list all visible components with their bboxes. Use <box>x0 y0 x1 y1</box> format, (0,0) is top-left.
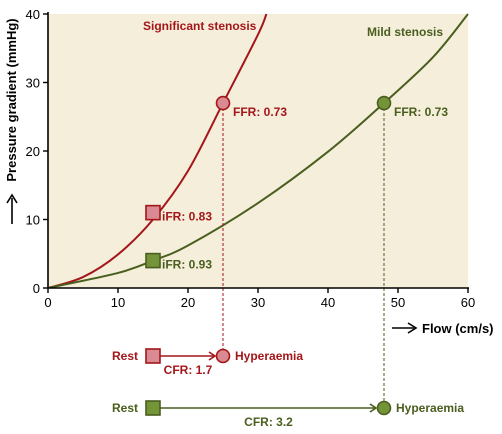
y-tick-label: 30 <box>26 76 40 91</box>
cfr-rest-label-significant: Rest <box>112 349 138 363</box>
cfr-hyper-marker-significant <box>215 348 231 364</box>
cfr-rest-label-mild: Rest <box>112 401 138 415</box>
cfr-rest-marker-mild <box>145 400 161 416</box>
cfr-arrowhead-mild <box>369 403 378 413</box>
y-tick-label: 10 <box>26 213 40 228</box>
series-label-significant: Significant stenosis <box>143 19 257 33</box>
x-tick-label: 10 <box>111 295 125 310</box>
x-tick-label: 30 <box>251 295 265 310</box>
cfr-hyper-label-significant: Hyperaemia <box>235 349 303 363</box>
point-mild-rest <box>145 252 161 269</box>
point-mild-hyperaemia <box>376 95 392 111</box>
point-significant-hyperaemia <box>215 95 231 111</box>
y-tick-label: 0 <box>33 281 40 296</box>
x-tick-label: 0 <box>44 295 51 310</box>
y-tick-label: 40 <box>26 7 40 22</box>
series-line-mild <box>48 13 469 288</box>
point-significant-rest <box>145 204 161 221</box>
y-tick-label: 20 <box>26 144 40 159</box>
point-label-significant-rest: iFR: 0.83 <box>162 210 212 224</box>
x-tick-label: 50 <box>391 295 405 310</box>
series-line-significant <box>48 13 268 288</box>
cfr-value-mild: CFR: 3.2 <box>244 415 293 429</box>
y-axis-arrow-icon <box>6 193 18 224</box>
series-label-mild: Mild stenosis <box>367 25 443 39</box>
x-axis-title: Flow (cm/s) <box>422 321 494 336</box>
point-label-mild-rest: iFR: 0.93 <box>162 258 212 272</box>
x-axis-arrow-icon <box>392 322 418 334</box>
x-tick-label: 40 <box>321 295 335 310</box>
point-label-significant-hyperaemia: FFR: 0.73 <box>233 105 287 119</box>
point-label-mild-hyperaemia: FFR: 0.73 <box>394 105 448 119</box>
x-tick-label: 60 <box>461 295 475 310</box>
y-axis-title: Pressure gradient (mmHg) <box>4 18 19 181</box>
x-tick-label: 20 <box>181 295 195 310</box>
cfr-arrowhead-significant <box>208 351 217 361</box>
plot-background <box>48 14 468 288</box>
cfr-rest-marker-significant <box>145 348 161 364</box>
cfr-hyper-label-mild: Hyperaemia <box>396 401 464 415</box>
cfr-hyper-marker-mild <box>376 400 392 416</box>
cfr-value-significant: CFR: 1.7 <box>164 363 213 377</box>
